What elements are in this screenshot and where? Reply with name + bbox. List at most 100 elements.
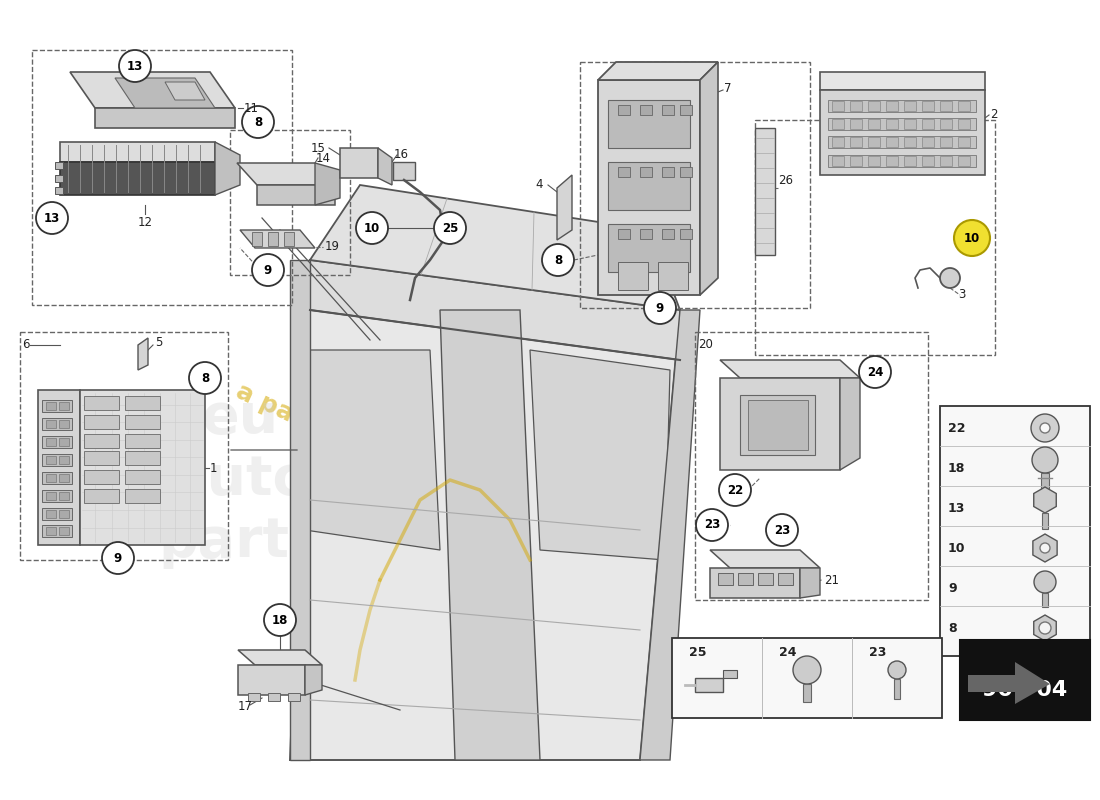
Bar: [894, 679, 900, 699]
Circle shape: [1040, 543, 1050, 553]
Polygon shape: [755, 128, 775, 255]
Bar: [672, 638, 942, 718]
Polygon shape: [700, 62, 718, 295]
Text: 1: 1: [210, 462, 218, 474]
Bar: [850, 137, 862, 147]
Bar: [618, 167, 630, 177]
Bar: [84, 451, 119, 465]
Text: 9: 9: [656, 302, 664, 314]
Bar: [125, 415, 160, 429]
Bar: [803, 684, 811, 702]
Bar: [740, 395, 815, 455]
Polygon shape: [80, 390, 205, 545]
Bar: [922, 137, 934, 147]
Bar: [46, 456, 56, 464]
Polygon shape: [968, 662, 1050, 704]
Polygon shape: [1034, 487, 1056, 513]
Bar: [904, 101, 916, 111]
Bar: [288, 693, 300, 701]
Polygon shape: [710, 568, 800, 598]
Bar: [828, 118, 976, 130]
Text: 13: 13: [948, 502, 966, 514]
Bar: [958, 156, 970, 166]
Circle shape: [696, 509, 728, 541]
Text: 26: 26: [778, 174, 793, 186]
Circle shape: [252, 254, 284, 286]
Bar: [46, 438, 56, 446]
Bar: [868, 137, 880, 147]
Polygon shape: [70, 72, 235, 108]
Polygon shape: [720, 360, 860, 378]
Bar: [778, 573, 793, 585]
Polygon shape: [268, 232, 278, 246]
Text: 9: 9: [114, 551, 122, 565]
Text: 10: 10: [364, 222, 381, 234]
Polygon shape: [1034, 615, 1056, 641]
Bar: [46, 402, 56, 410]
Bar: [755, 120, 996, 355]
Bar: [850, 101, 862, 111]
Polygon shape: [598, 80, 700, 295]
Bar: [84, 470, 119, 484]
Bar: [748, 400, 808, 450]
Polygon shape: [116, 78, 214, 108]
Polygon shape: [820, 90, 984, 175]
Text: 10: 10: [964, 231, 980, 245]
Polygon shape: [165, 82, 205, 100]
Polygon shape: [238, 665, 305, 695]
Text: 15: 15: [311, 142, 326, 154]
Bar: [940, 137, 952, 147]
Polygon shape: [820, 72, 984, 90]
Polygon shape: [236, 163, 336, 185]
Text: 23: 23: [869, 646, 887, 659]
Bar: [1042, 513, 1048, 529]
Bar: [868, 119, 880, 129]
Bar: [125, 434, 160, 448]
Polygon shape: [557, 175, 572, 240]
Text: 8: 8: [254, 115, 262, 129]
Polygon shape: [378, 148, 392, 185]
Bar: [680, 229, 692, 239]
Bar: [42, 508, 72, 520]
Bar: [125, 489, 160, 503]
Bar: [125, 470, 160, 484]
Circle shape: [102, 542, 134, 574]
Polygon shape: [658, 262, 688, 290]
Bar: [886, 101, 898, 111]
Bar: [125, 451, 160, 465]
Polygon shape: [440, 310, 540, 760]
Bar: [42, 400, 72, 412]
Circle shape: [954, 220, 990, 256]
Polygon shape: [252, 232, 262, 246]
Bar: [55, 175, 63, 182]
Bar: [59, 492, 69, 500]
Bar: [832, 119, 844, 129]
Polygon shape: [618, 262, 648, 290]
Bar: [59, 510, 69, 518]
Polygon shape: [257, 185, 336, 205]
Text: 19: 19: [324, 241, 340, 254]
Text: 23: 23: [704, 518, 720, 531]
Bar: [59, 420, 69, 428]
Bar: [868, 156, 880, 166]
Text: 12: 12: [138, 215, 153, 229]
Text: 3: 3: [958, 289, 966, 302]
Text: 8: 8: [948, 622, 957, 634]
Polygon shape: [608, 162, 690, 210]
Text: 7: 7: [724, 82, 732, 94]
Polygon shape: [284, 232, 294, 246]
Polygon shape: [138, 338, 148, 370]
Bar: [738, 573, 754, 585]
Text: 21: 21: [824, 574, 839, 586]
Text: 9: 9: [264, 263, 272, 277]
Bar: [42, 525, 72, 537]
Bar: [42, 418, 72, 430]
Polygon shape: [310, 260, 680, 360]
Text: 16: 16: [394, 149, 409, 162]
Circle shape: [189, 362, 221, 394]
Bar: [59, 527, 69, 535]
Text: 13: 13: [44, 211, 60, 225]
Bar: [230, 130, 350, 275]
Polygon shape: [530, 350, 670, 560]
Polygon shape: [305, 665, 322, 695]
